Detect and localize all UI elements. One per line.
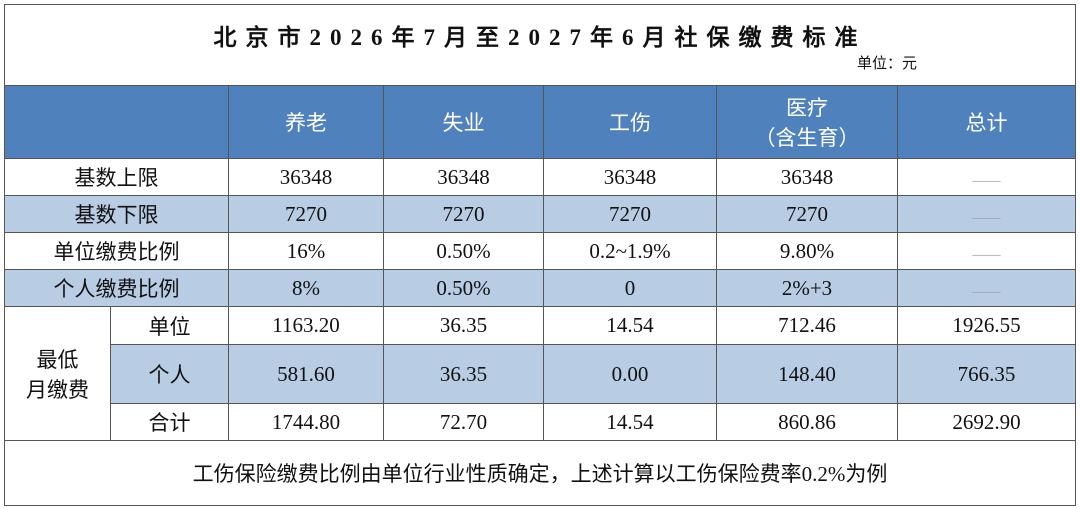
- cell: 0.2~1.9%: [543, 232, 717, 270]
- footer-note: 工伤保险缴费比例由单位行业性质确定，上述计算以工伤保险费率0.2%为例: [3, 440, 1077, 506]
- column-header: 养老: [228, 85, 384, 159]
- cell: 766.35: [896, 344, 1077, 404]
- cell: 7270: [228, 195, 384, 233]
- column-header: 工伤: [543, 85, 717, 159]
- cell: 1926.55: [896, 306, 1077, 345]
- data-row: 个人 581.60 36.35 0.00 148.40 766.35: [5, 344, 1077, 404]
- cell: 860.86: [716, 403, 898, 441]
- cell: 36348: [228, 158, 384, 196]
- group-label-line: 最低: [36, 347, 79, 372]
- row-label: 单位缴费比例: [4, 232, 229, 270]
- data-row: 基数上限 36348 36348 36348 36348 ____: [4, 158, 1077, 196]
- column-header: 失业: [383, 85, 544, 159]
- cell: 0.00: [543, 344, 717, 404]
- row-label: 基数下限: [4, 195, 229, 233]
- cell: 36.35: [383, 306, 544, 345]
- cell: 36348: [543, 158, 717, 196]
- cell: ____: [896, 158, 1077, 196]
- page: 北京市2026年7月至2027年6月社保缴费标准 单位：元 养老 失业 工伤 医疗 （含…: [3, 4, 1077, 506]
- cell: 7270: [383, 195, 544, 233]
- cell: 16%: [228, 232, 384, 270]
- data-row: 单位缴费比例 16% 0.50% 0.2~1.9% 9.80% ____: [4, 232, 1077, 270]
- cell: 0.50%: [383, 269, 544, 307]
- footer-row: 工伤保险缴费比例由单位行业性质确定，上述计算以工伤保险费率0.2%为例: [3, 440, 1077, 506]
- cell: 581.60: [228, 344, 384, 404]
- cell: 1163.20: [228, 306, 384, 345]
- data-row: 个人缴费比例 8% 0.50% 0 2%+3 ____: [4, 269, 1077, 307]
- cell: 8%: [228, 269, 384, 307]
- cell: ____: [896, 195, 1077, 233]
- cell: 1744.80: [228, 403, 384, 441]
- cell: 36348: [716, 158, 898, 196]
- cell: 72.70: [383, 403, 544, 441]
- data-row: 基数下限 7270 7270 7270 7270 ____: [4, 195, 1077, 233]
- cell: 36.35: [383, 344, 544, 404]
- column-header: 医疗 （含生育）: [716, 85, 898, 159]
- corner-cell: [4, 85, 229, 159]
- cell: 14.54: [543, 403, 717, 441]
- cell: 7270: [716, 195, 898, 233]
- cell: ____: [896, 269, 1077, 307]
- column-header-line: 医疗: [786, 96, 828, 120]
- cell: 2692.90: [896, 403, 1077, 441]
- row-label: 个人缴费比例: [4, 269, 229, 307]
- cell: 712.46: [716, 306, 898, 345]
- column-header: 总计: [896, 85, 1077, 159]
- column-header-line: （含生育）: [754, 126, 860, 150]
- cell: 14.54: [543, 306, 717, 345]
- row-label: 基数上限: [4, 158, 229, 196]
- data-row: 合计 1744.80 72.70 14.54 860.86 2692.90: [5, 403, 1077, 441]
- row-label: 单位: [110, 306, 229, 345]
- cell: 36348: [383, 158, 544, 196]
- cell: 148.40: [716, 344, 898, 404]
- cell: 7270: [543, 195, 717, 233]
- title: 北京市2026年7月至2027年6月社保缴费标准: [213, 24, 867, 50]
- header-row: 养老 失业 工伤 医疗 （含生育） 总计: [4, 85, 1077, 159]
- cell: 9.80%: [716, 232, 898, 270]
- table: 北京市2026年7月至2027年6月社保缴费标准 单位：元 养老 失业 工伤 医疗 （含…: [3, 4, 1077, 506]
- cell: ____: [896, 232, 1077, 270]
- row-label: 个人: [110, 344, 229, 404]
- cell: 2%+3: [716, 269, 898, 307]
- row-label: 合计: [110, 403, 229, 441]
- title-cell: 北京市2026年7月至2027年6月社保缴费标准 单位：元: [3, 4, 1077, 86]
- group-label: 最低 月缴费: [4, 306, 111, 441]
- cell: 0: [543, 269, 717, 307]
- data-row: 最低 月缴费 单位 1163.20 36.35 14.54 712.46 1926.55: [4, 306, 1077, 441]
- unit: 单位：元: [857, 55, 918, 72]
- cell: 0.50%: [383, 232, 544, 270]
- group-label-line: 月缴费: [26, 377, 89, 402]
